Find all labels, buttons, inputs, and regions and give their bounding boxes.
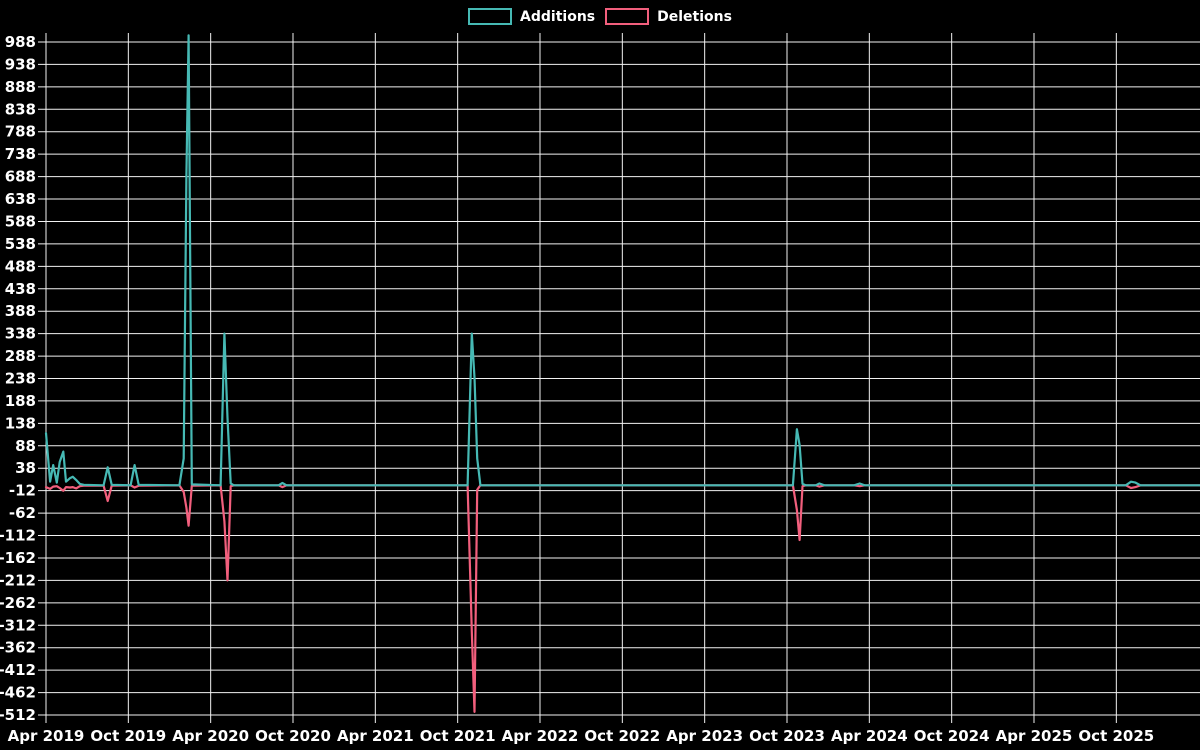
- y-tick-label: 738: [5, 145, 36, 163]
- deletions-line: [44, 484, 1200, 714]
- y-tick-label: 238: [5, 370, 36, 388]
- y-tick-label: 888: [5, 78, 36, 96]
- y-tick-label: 288: [5, 347, 36, 365]
- y-tick-label: 788: [5, 123, 36, 141]
- x-tick-label: Apr 2021: [337, 727, 414, 745]
- y-tick-label: 338: [5, 325, 36, 343]
- y-tick-label: 988: [5, 33, 36, 51]
- y-tick-label: 688: [5, 168, 36, 186]
- y-tick-label: 938: [5, 55, 36, 73]
- legend-item-deletions[interactable]: Deletions: [605, 8, 732, 25]
- y-tick-label: -112: [0, 527, 36, 545]
- x-tick-label: Oct 2024: [914, 727, 990, 745]
- x-tick-label: Apr 2023: [666, 727, 743, 745]
- x-tick-label: Apr 2019: [8, 727, 85, 745]
- x-tick-label: Apr 2025: [996, 727, 1073, 745]
- y-tick-label: 838: [5, 100, 36, 118]
- y-tick-label: 138: [5, 414, 36, 432]
- x-tick-label: Apr 2020: [172, 727, 249, 745]
- additions-swatch: [468, 8, 513, 25]
- y-tick-label: -162: [0, 549, 36, 567]
- y-tick-label: -212: [0, 571, 36, 589]
- x-tick-label: Oct 2022: [584, 727, 660, 745]
- y-tick-label: 388: [5, 302, 36, 320]
- y-tick-label: -362: [0, 639, 36, 657]
- x-tick-label: Oct 2020: [255, 727, 331, 745]
- x-tick-label: Apr 2024: [831, 727, 908, 745]
- x-tick-label: Apr 2022: [502, 727, 579, 745]
- y-tick-label: 588: [5, 212, 36, 230]
- y-tick-label: 38: [15, 459, 36, 477]
- legend-item-additions[interactable]: Additions: [468, 8, 595, 25]
- x-tick-label: Oct 2025: [1078, 727, 1154, 745]
- y-tick-label: -462: [0, 684, 36, 702]
- y-tick-label: -12: [9, 482, 36, 500]
- y-tick-label: 188: [5, 392, 36, 410]
- y-tick-label: -62: [9, 504, 36, 522]
- y-tick-label: 438: [5, 280, 36, 298]
- additions-line: [44, 34, 1200, 487]
- chart-legend: Additions Deletions: [0, 8, 1200, 25]
- x-tick-label: Oct 2019: [90, 727, 166, 745]
- y-tick-label: -512: [0, 706, 36, 724]
- y-tick-label: -412: [0, 661, 36, 679]
- legend-label-additions: Additions: [520, 8, 596, 25]
- y-tick-label: 538: [5, 235, 36, 253]
- legend-label-deletions: Deletions: [657, 8, 732, 25]
- y-tick-label: -262: [0, 594, 36, 612]
- y-tick-label: 638: [5, 190, 36, 208]
- x-tick-label: Oct 2023: [749, 727, 825, 745]
- y-tick-label: 488: [5, 257, 36, 275]
- x-tick-label: Oct 2021: [420, 727, 496, 745]
- y-tick-label: -312: [0, 616, 36, 634]
- y-tick-label: 88: [15, 437, 36, 455]
- deletions-swatch: [605, 8, 650, 25]
